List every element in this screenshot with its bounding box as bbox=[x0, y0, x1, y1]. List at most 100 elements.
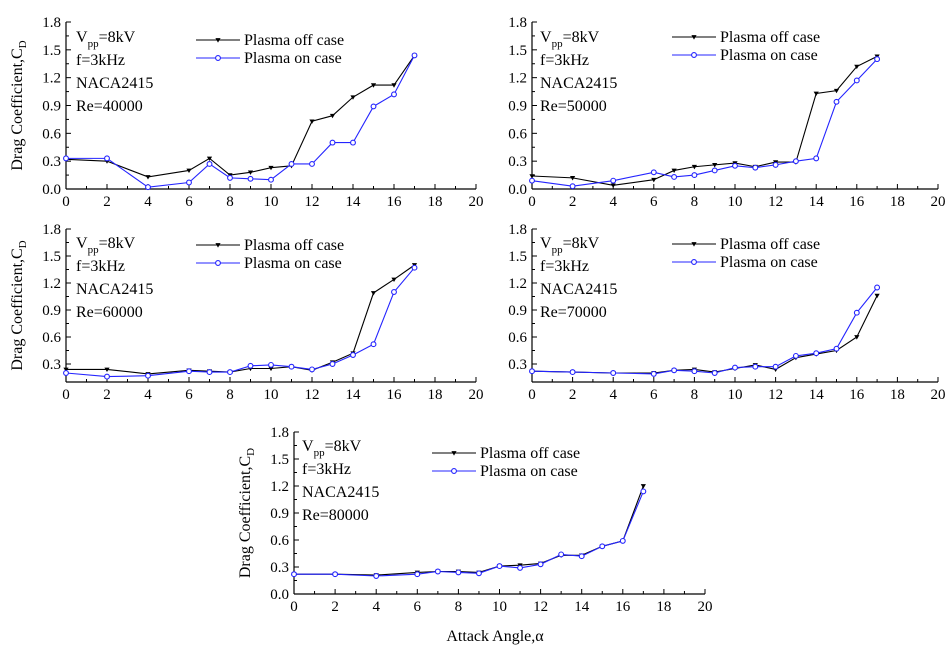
x-tick-label: 20 bbox=[698, 599, 713, 615]
data-point-on bbox=[291, 571, 297, 578]
data-point-on bbox=[455, 569, 462, 576]
reynolds-annotation: Re=80000 bbox=[302, 507, 369, 524]
y-tick-label: 0.3 bbox=[42, 357, 61, 373]
data-point-off bbox=[529, 174, 535, 179]
data-point-off bbox=[651, 177, 657, 183]
data-point-off bbox=[813, 91, 819, 97]
y-tick-label: 0.0 bbox=[270, 587, 289, 603]
data-point-on bbox=[691, 172, 698, 179]
data-point-on bbox=[370, 103, 377, 110]
x-tick-label: 0 bbox=[528, 387, 536, 403]
data-point-off bbox=[268, 366, 274, 372]
legend-marker-off bbox=[691, 35, 697, 40]
data-point-off bbox=[104, 367, 110, 372]
data-point-on bbox=[104, 155, 110, 162]
x-tick-label: 16 bbox=[849, 387, 865, 403]
x-tick-label: 20 bbox=[931, 387, 946, 403]
data-point-on bbox=[434, 568, 441, 575]
series-line-off bbox=[65, 55, 415, 178]
x-tick-label: 18 bbox=[890, 194, 905, 210]
data-point-on bbox=[853, 77, 860, 84]
data-point-on bbox=[329, 139, 336, 146]
y-tick-label: 0.6 bbox=[508, 330, 527, 346]
data-point-on bbox=[752, 363, 759, 370]
y-tick-label: 1.5 bbox=[508, 43, 527, 59]
data-point-off bbox=[570, 176, 576, 181]
data-point-on bbox=[414, 571, 421, 578]
frequency-annotation: f=3kHz bbox=[76, 258, 125, 275]
x-tick-label: 6 bbox=[185, 194, 193, 210]
data-point-on bbox=[671, 367, 678, 374]
data-point-off bbox=[712, 163, 718, 168]
x-tick-label: 14 bbox=[574, 599, 590, 615]
x-tick-label: 8 bbox=[455, 599, 463, 615]
x-tick-label: 0 bbox=[528, 194, 536, 210]
data-point-on bbox=[288, 161, 295, 167]
y-tick-label: 1.2 bbox=[508, 71, 527, 87]
legend-label-on: Plasma on case bbox=[244, 255, 342, 272]
data-point-on bbox=[650, 169, 657, 176]
legend-label-on: Plasma on case bbox=[244, 50, 342, 67]
data-point-on bbox=[350, 352, 356, 358]
data-point-off bbox=[691, 164, 697, 170]
y-tick-label: 1.2 bbox=[508, 276, 527, 292]
legend-marker-on bbox=[215, 260, 221, 266]
vpp-annotation: Vpp=8kV bbox=[540, 29, 600, 50]
data-point-on bbox=[496, 563, 503, 570]
x-tick-label: 16 bbox=[615, 599, 631, 615]
vpp-annotation: Vpp=8kV bbox=[76, 29, 136, 50]
data-point-on bbox=[332, 571, 339, 578]
x-tick-label: 0 bbox=[62, 387, 70, 403]
x-tick-label: 6 bbox=[185, 387, 193, 403]
y-tick-label: 1.5 bbox=[42, 249, 61, 265]
data-point-on bbox=[711, 370, 718, 376]
x-tick-label: 20 bbox=[469, 387, 484, 403]
frequency-annotation: f=3kHz bbox=[540, 258, 589, 275]
y-tick-label: 1.5 bbox=[270, 452, 289, 468]
data-point-off bbox=[186, 168, 192, 174]
x-tick-label: 8 bbox=[691, 387, 699, 403]
data-point-on bbox=[610, 177, 617, 184]
y-tick-label: 1.8 bbox=[42, 222, 61, 238]
y-tick-label: 0.9 bbox=[508, 99, 527, 115]
data-point-on bbox=[772, 161, 779, 168]
legend-label-off: Plasma off case bbox=[244, 32, 344, 49]
x-tick-label: 2 bbox=[103, 194, 111, 210]
vpp-annotation: Vpp=8kV bbox=[76, 235, 136, 256]
legend-marker-off bbox=[691, 242, 697, 247]
data-point-on bbox=[309, 366, 315, 373]
x-tick-label: 16 bbox=[849, 194, 865, 210]
series-line-on bbox=[294, 491, 644, 577]
y-tick-label: 0.3 bbox=[270, 560, 289, 576]
data-point-on bbox=[578, 553, 585, 560]
data-point-on bbox=[558, 551, 565, 558]
y-axis-label: Drag Coefficient,CD bbox=[9, 40, 29, 170]
data-point-on bbox=[610, 370, 617, 376]
airfoil-annotation: NACA2415 bbox=[540, 281, 617, 298]
data-point-on bbox=[391, 91, 397, 98]
data-point-on bbox=[772, 363, 779, 370]
x-tick-label: 0 bbox=[290, 599, 298, 615]
x-tick-label: 20 bbox=[931, 194, 946, 210]
y-tick-label: 0.3 bbox=[508, 357, 527, 373]
x-tick-label: 18 bbox=[428, 387, 443, 403]
y-tick-label: 1.8 bbox=[42, 15, 61, 31]
chart-panel-1: 0 2 4 6 8 10 12 14 16 18 20 0.0 0.3 0.6 0.9 1.2 1.5 1.8 Dr… bbox=[9, 15, 484, 210]
y-tick-label: 1.2 bbox=[42, 71, 61, 87]
reynolds-annotation: Re=60000 bbox=[76, 304, 143, 321]
chart-panel-2: 0 2 4 6 8 10 12 14 16 18 20 0.0 0.3 0.6 0.9 1.2 1.5 1.8 Vp… bbox=[508, 15, 945, 210]
chart-panel-3: 0 2 4 6 8 10 12 14 16 18 20 0.3 0.6 0.9 1.2 1.5 1.8 Drag … bbox=[9, 222, 484, 403]
x-tick-label: 6 bbox=[650, 387, 658, 403]
x-tick-label: 16 bbox=[387, 387, 403, 403]
x-tick-label: 4 bbox=[144, 387, 152, 403]
x-tick-label: 12 bbox=[768, 387, 783, 403]
y-axis-label: Drag Coefficient,CD bbox=[9, 240, 29, 370]
legend-marker-on bbox=[215, 55, 221, 61]
x-tick-label: 8 bbox=[691, 194, 699, 210]
data-point-on bbox=[853, 309, 860, 316]
data-point-on bbox=[268, 361, 274, 368]
data-point-on bbox=[391, 289, 397, 295]
data-point-on bbox=[373, 573, 380, 579]
airfoil-annotation: NACA2415 bbox=[302, 484, 379, 501]
